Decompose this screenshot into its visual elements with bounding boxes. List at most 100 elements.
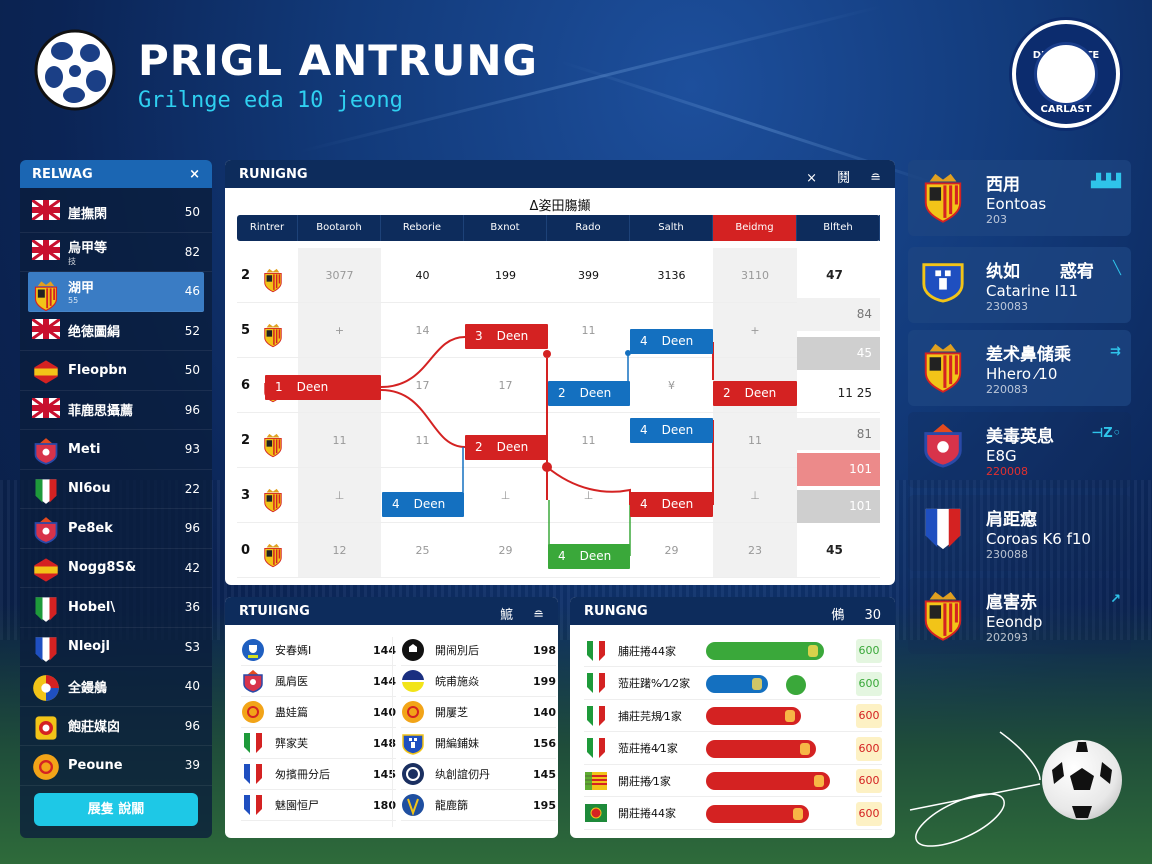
ranking-list-item[interactable]: 皖甫施焱 199	[401, 666, 556, 697]
match-box[interactable]: 4 Deen	[630, 418, 713, 443]
team-card-l1: 扈害赤	[986, 593, 1037, 613]
ranking-list-item[interactable]: 風肩医 144	[241, 666, 396, 697]
left-panel-action-button[interactable]: 展隻 說關	[34, 793, 198, 826]
column-header-1[interactable]: Bootaroh	[298, 215, 381, 241]
progress-row[interactable]: 開莊捲⁄1家 600	[584, 765, 882, 797]
team-card-l2: Coroas K6 f10	[986, 530, 1091, 548]
progress-row[interactable]: 捕莊芫規⁄1家 600	[584, 700, 882, 732]
bottom-right-title: RUNGNG	[584, 604, 648, 619]
blue-crest-icon	[920, 257, 966, 313]
ranking-list-item[interactable]: Fleopbn 50	[20, 351, 212, 391]
italy-flag-icon	[584, 736, 608, 760]
match-box[interactable]: 4 Deen	[630, 492, 713, 517]
ranking-list-item[interactable]: Meti 93	[20, 430, 212, 470]
team-name-text: Nogg8S&	[68, 560, 137, 576]
match-team: Deen	[579, 549, 612, 563]
ranking-list-item[interactable]: 纨創誼仞丹 145	[401, 759, 556, 790]
ranking-list-item[interactable]: 龍鹿篩 195	[401, 790, 556, 821]
left-ranking-panel: RELWAG × 崖撫閑 50 烏甲等技 82 湖甲 55 46 绝徳圖絹 52 Fleopbn 50…	[20, 160, 212, 838]
close-icon[interactable]: ×	[806, 171, 818, 186]
bracket-column-header: Rintrer Bootaroh Reborie Bxnot Rado Salth Beid…	[237, 215, 880, 241]
progress-row[interactable]: 脯莊捲44家 600	[584, 635, 882, 667]
match-box[interactable]: 2 Deen	[465, 435, 548, 460]
ranking-list-item[interactable]: 開編鋪妹 156	[401, 728, 556, 759]
column-header-3[interactable]: Bxnot	[464, 215, 547, 241]
ranking-list-item[interactable]: 安春媽I 144	[241, 635, 396, 666]
menu-icon[interactable]: ≘	[533, 608, 544, 623]
column-header-7[interactable]: Blfteh	[797, 215, 880, 241]
team-card[interactable]: 扈害赤 Eeondp 202093 ↗	[908, 578, 1131, 654]
grid-icon[interactable]: 鵂	[831, 608, 845, 623]
team-card[interactable]: 美毒英息 E8G 220008 ⊣Z◦	[908, 412, 1131, 488]
football-logo-icon	[34, 29, 116, 111]
grid-icon[interactable]: 鬩	[837, 171, 851, 186]
ranking-list-item[interactable]: 烏甲等技 82	[20, 233, 212, 272]
menu-icon[interactable]: ≘	[870, 171, 881, 186]
team-name-text: 湖甲	[68, 281, 95, 297]
match-box[interactable]: 4 Deen	[630, 329, 713, 354]
ranking-list-item[interactable]: 龏家芙 148	[241, 728, 396, 759]
ranking-list-item[interactable]: Nleojl S3	[20, 628, 212, 667]
progress-knob	[752, 677, 762, 690]
column-header-6[interactable]: Beidmg	[713, 215, 797, 241]
column-header-0[interactable]: Rintrer	[237, 215, 298, 241]
team-card[interactable]: 肩距癋 Coroas K6 f10 230088	[908, 495, 1131, 571]
club-badge-icon	[241, 669, 265, 693]
ranking-list-item[interactable]: 飽莊媒囟 96	[20, 707, 212, 746]
ranking-list-item[interactable]: 绝徳圖絹 52	[20, 312, 212, 351]
team-points: 52	[184, 323, 200, 338]
close-icon[interactable]: ×	[189, 167, 200, 182]
column-header-4[interactable]: Rado	[547, 215, 630, 241]
bracket-panel-header: RUNIGNG × 鬩 ≘	[225, 160, 895, 188]
team-card[interactable]: 差术鼻储乘 Hhero ⁄10 220083 ⇉	[908, 330, 1131, 406]
ranking-list-item[interactable]: Hobel\ 36	[20, 588, 212, 628]
team-name-text: 崖撫閑	[68, 206, 108, 222]
ranking-list-item[interactable]: Nogg8S& 42	[20, 549, 212, 588]
rank-cell: 2	[237, 248, 298, 302]
match-box[interactable]: 4 Deen	[548, 544, 630, 569]
grid-icon[interactable]: 鯳	[500, 608, 514, 623]
ranking-list-item[interactable]: Nl6ou 22	[20, 470, 212, 509]
ranking-list-item[interactable]: 全鏝鵃 40	[20, 667, 212, 707]
progress-knob	[792, 807, 803, 820]
app-title: PRIGL ANTRUNG	[138, 36, 538, 85]
ranking-list-item[interactable]: 菲鹿思攝薦 96	[20, 391, 212, 430]
ranking-list-item[interactable]: 崖撫閑 50	[20, 193, 212, 233]
team-name: Fleopbn	[68, 363, 185, 378]
orange-badge-icon	[241, 700, 265, 724]
navy-yellow-badge-icon	[401, 669, 425, 693]
bracket-row: 5 +14 11 +	[237, 303, 880, 358]
match-box[interactable]: 2 Deen	[548, 381, 630, 406]
match-box[interactable]: 4 Deen	[382, 492, 464, 517]
trend-icon: ⊣Z◦	[1091, 426, 1121, 441]
ranking-list-item[interactable]: Pe8ek 96	[20, 509, 212, 549]
ranking-list-item[interactable]: 蛊娃篇 140	[241, 697, 396, 728]
team-name: Hobel\	[68, 600, 185, 615]
grid-cell: 40	[415, 269, 430, 282]
ranking-list-item[interactable]: 魅園恒尸 180	[241, 790, 396, 821]
match-team: Deen	[413, 497, 446, 511]
match-box[interactable]: 2 Deen	[713, 381, 797, 406]
team-card[interactable]: 纨如 惑宥 Catarine I11 230083 ╲	[908, 247, 1131, 323]
progress-row[interactable]: 蒞莊躇%⁄1⁄2家 600	[584, 668, 882, 700]
team-points: 180	[373, 798, 396, 812]
ranking-list-item[interactable]: Peoune 39	[20, 746, 212, 786]
match-box[interactable]: 3 Deen	[465, 324, 548, 349]
progress-row[interactable]: 蒞莊捲4⁄1家 600	[584, 733, 882, 765]
column-header-2[interactable]: Reborie	[381, 215, 464, 241]
ranking-list-item[interactable]: 匆擯冊分后 145	[241, 759, 396, 790]
france-flag-icon	[32, 635, 60, 662]
team-name: Peoune	[68, 758, 185, 773]
team-name-text: 绝徳圖絹	[68, 325, 121, 341]
crest-shield-icon	[32, 279, 60, 312]
app-subtitle: Grilnge eda 10 jeong	[138, 88, 403, 113]
ranking-list-item[interactable]: 開闹別后 198	[401, 635, 556, 666]
ranking-list-item[interactable]: 開屢芝 140	[401, 697, 556, 728]
progress-row[interactable]: 開莊捲44家 600	[584, 798, 882, 830]
team-card[interactable]: 西用 Eontoas 203 ▟▟▟	[908, 160, 1131, 236]
team-name: Nleojl	[68, 639, 185, 654]
team-points: 50	[184, 363, 200, 378]
column-header-5[interactable]: Salth	[630, 215, 713, 241]
ranking-list-item[interactable]: 湖甲 55 46	[28, 272, 204, 312]
match-box[interactable]: 1 Deen	[265, 375, 381, 400]
